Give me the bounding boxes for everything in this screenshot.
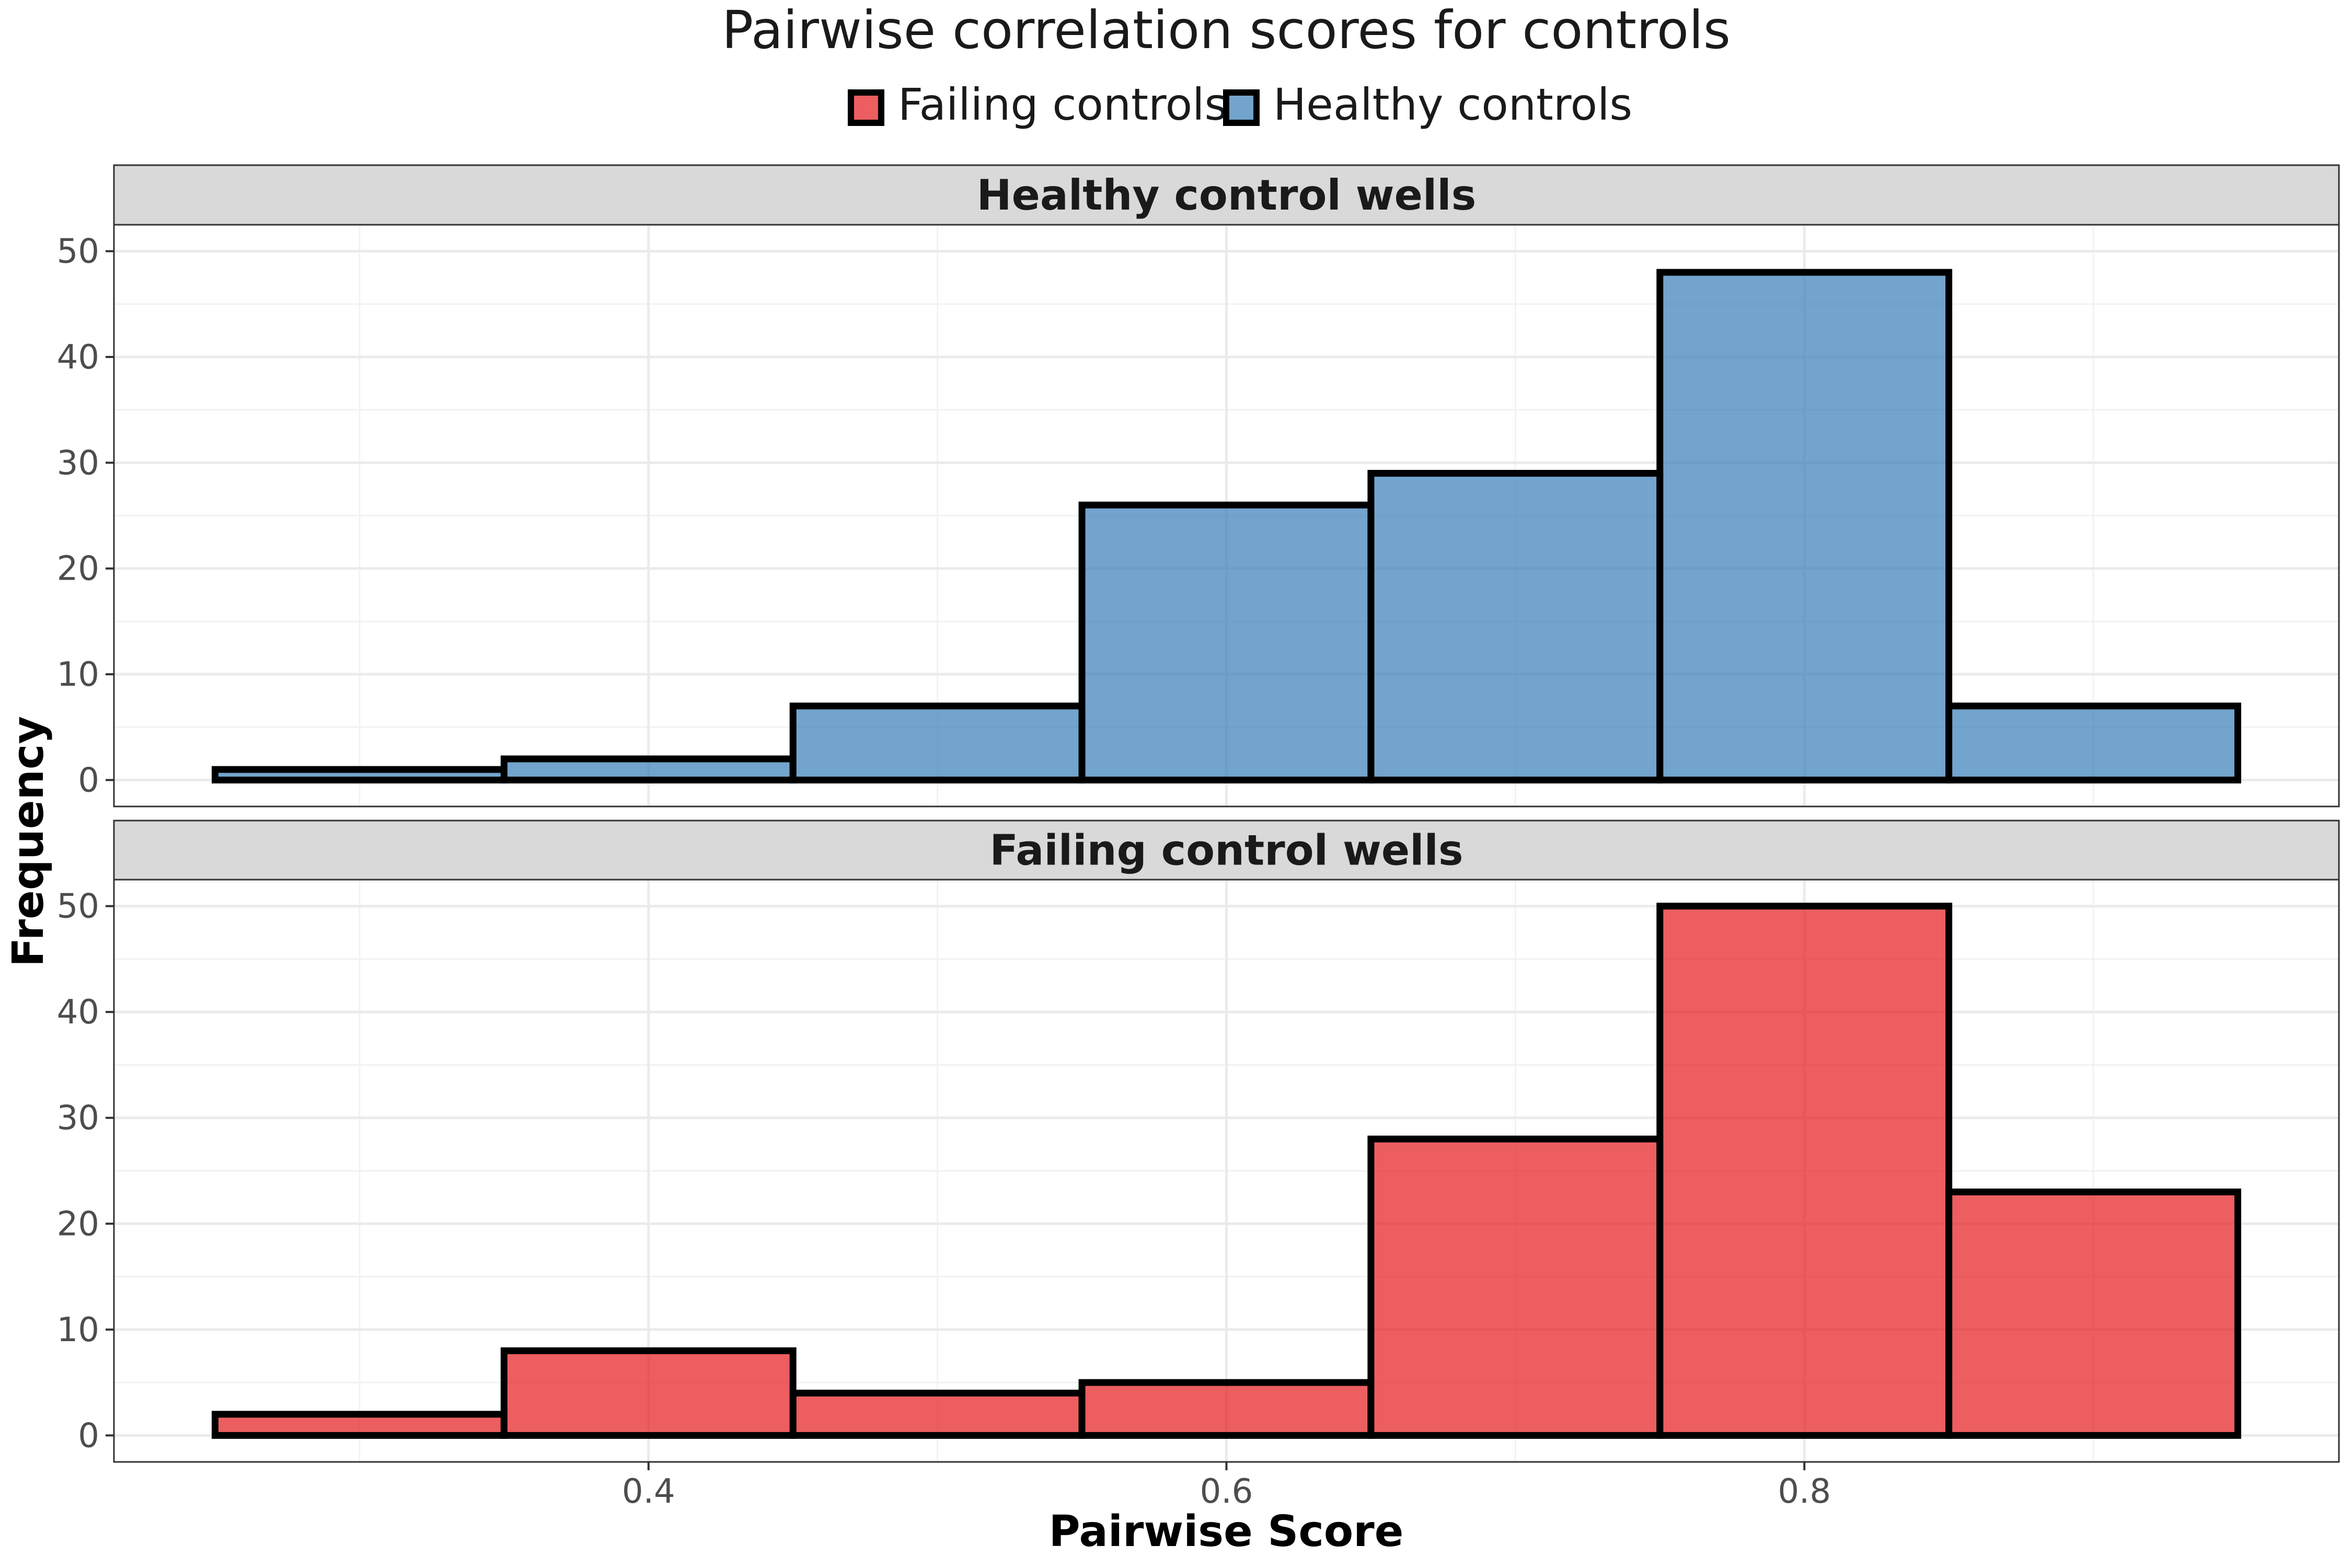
- bar: [500, 1347, 797, 1439]
- gridlines: [114, 880, 2339, 1462]
- y-tick-label: 40: [57, 338, 99, 377]
- y-tick-label: 40: [57, 993, 99, 1032]
- y-tick-label: 0: [78, 1416, 99, 1455]
- bar: [212, 766, 508, 783]
- y-tick-label: 30: [57, 444, 99, 482]
- panel-strip-label: Healthy control wells: [977, 171, 1477, 220]
- bar: [789, 702, 1086, 783]
- x-axis-label: Pairwise Score: [1049, 1507, 1404, 1557]
- panel-strip: [113, 820, 2340, 881]
- bar: [789, 1389, 1086, 1439]
- bar: [500, 755, 797, 783]
- legend-label: Failing controls: [898, 79, 1227, 130]
- y-tick-label: 50: [57, 887, 99, 926]
- bar: [1945, 702, 2241, 783]
- y-axis-ticks: 0 10 20 30 40 50: [57, 887, 114, 1455]
- bar: [212, 1411, 508, 1439]
- panel-1: Healthy control wells 0 10 20 30 40 50: [57, 164, 2340, 808]
- bar: [1367, 1135, 1664, 1439]
- legend-label: Healthy controls: [1273, 79, 1632, 130]
- chart-title: Pairwise correlation scores for controls: [722, 0, 1731, 61]
- x-axis-ticks: 0.4 0.6 0.8: [622, 1462, 1831, 1511]
- bar: [1656, 269, 1953, 783]
- y-tick-label: 10: [57, 655, 99, 694]
- y-axis-ticks: 0 10 20 30 40 50: [57, 233, 114, 800]
- bars: [212, 269, 2241, 783]
- x-tick-label: 0.4: [622, 1472, 675, 1511]
- legend-item: Failing controls: [848, 79, 1227, 130]
- bar: [1078, 501, 1375, 783]
- panel-strip: [113, 164, 2340, 226]
- legend: Failing controls Healthy controls: [848, 79, 1632, 130]
- panel-border: [113, 224, 2340, 808]
- bar: [1078, 1379, 1375, 1439]
- y-tick-label: 30: [57, 1099, 99, 1138]
- y-tick-label: 0: [78, 761, 99, 800]
- bar: [1367, 470, 1664, 783]
- y-tick-label: 50: [57, 233, 99, 271]
- bar: [1656, 903, 1953, 1439]
- x-tick-label: 0.6: [1200, 1472, 1253, 1511]
- panel-2: Failing control wells 0 10 20 30 40 50: [57, 820, 2340, 1463]
- y-axis-label: Frequency: [4, 716, 53, 967]
- y-tick-label: 20: [57, 550, 99, 589]
- y-tick-label: 20: [57, 1205, 99, 1243]
- y-tick-label: 10: [57, 1311, 99, 1350]
- legend-item: Healthy controls: [1223, 79, 1632, 130]
- panel-strip-label: Failing control wells: [989, 826, 1463, 875]
- panels: Healthy control wells01020304050Failing …: [57, 164, 2340, 1511]
- bar: [1945, 1189, 2241, 1439]
- x-tick-label: 0.8: [1778, 1472, 1831, 1511]
- bars: [212, 903, 2241, 1439]
- legend-key: [848, 89, 884, 126]
- legend-key: [1223, 89, 1260, 126]
